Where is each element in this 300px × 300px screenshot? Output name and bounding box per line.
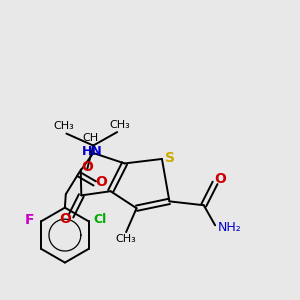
Text: CH₃: CH₃ <box>110 120 130 130</box>
Text: CH₃: CH₃ <box>53 121 74 131</box>
Text: Cl: Cl <box>93 213 107 226</box>
Text: CH₃: CH₃ <box>116 234 136 244</box>
Text: CH: CH <box>83 133 99 143</box>
Text: NH₂: NH₂ <box>218 221 241 234</box>
Text: O: O <box>60 212 71 226</box>
Text: O: O <box>81 160 93 174</box>
Text: O: O <box>214 172 226 186</box>
Text: F: F <box>25 213 34 227</box>
Text: S: S <box>165 152 175 165</box>
Text: HN: HN <box>81 145 102 158</box>
Text: O: O <box>95 175 107 189</box>
